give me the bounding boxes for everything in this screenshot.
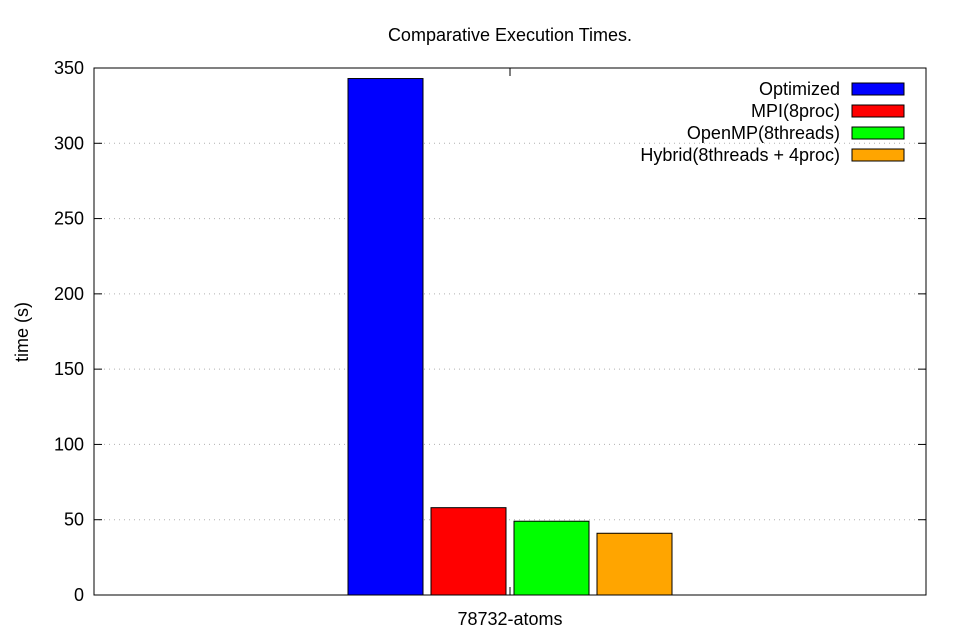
y-axis-label: time (s) <box>12 302 32 362</box>
legend-swatch <box>851 126 905 140</box>
y-tick-label: 300 <box>54 133 84 153</box>
legend-swatch <box>851 82 905 96</box>
x-axis-ticks: 78732-atoms <box>457 68 563 629</box>
legend-swatch <box>851 148 905 162</box>
legend: OptimizedMPI(8proc)OpenMP(8threads)Hybri… <box>640 79 905 165</box>
grid-lines <box>94 142 926 521</box>
bar-0 <box>347 78 424 596</box>
legend-label: Hybrid(8threads + 4proc) <box>640 145 840 165</box>
y-tick-label: 150 <box>54 359 84 379</box>
y-tick-label: 100 <box>54 434 84 454</box>
legend-label: Optimized <box>759 79 840 99</box>
bar-3 <box>596 532 673 596</box>
y-tick-label: 350 <box>54 58 84 78</box>
bars <box>347 78 673 596</box>
y-tick-label: 0 <box>74 585 84 605</box>
bar-1 <box>430 507 507 596</box>
x-tick-label: 78732-atoms <box>457 609 562 629</box>
y-axis-ticks: 0 50 100 150 200 250 300 350 <box>54 58 926 605</box>
y-tick-label: 200 <box>54 284 84 304</box>
legend-label: MPI(8proc) <box>751 101 840 121</box>
y-tick-label: 50 <box>64 510 84 530</box>
chart-title: Comparative Execution Times. <box>388 25 632 45</box>
legend-swatch <box>851 104 905 118</box>
bar-2 <box>513 520 590 596</box>
y-tick-label: 250 <box>54 209 84 229</box>
legend-label: OpenMP(8threads) <box>687 123 840 143</box>
